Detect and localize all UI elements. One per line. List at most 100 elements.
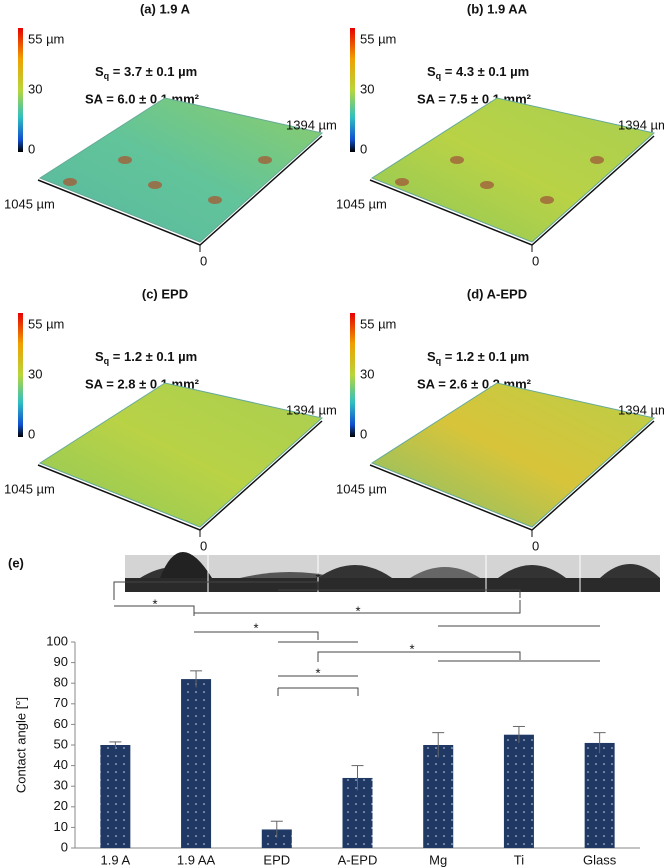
sq-label: Sq = 4.3 ± 0.1 µm <box>427 64 529 81</box>
x-tick-label: Glass <box>583 852 617 867</box>
significance-bracket <box>278 687 359 696</box>
sq-value: = 4.3 ± 0.1 µm <box>441 64 529 79</box>
surface <box>370 97 656 243</box>
sq-sub: q <box>436 71 442 81</box>
axis-label: 0 <box>200 538 207 553</box>
axis-label: 1045 µm <box>4 196 55 211</box>
y-tick-label: 40 <box>54 757 68 772</box>
surface-bump <box>590 156 604 164</box>
colorbar-tick-label: 30 <box>28 81 42 96</box>
panel-title: (a) 1.9 A <box>140 1 191 16</box>
sq-label: Sq = 1.2 ± 0.1 µm <box>427 349 529 366</box>
axis-label: 1394 µm <box>286 117 337 132</box>
surface-bump <box>118 156 132 164</box>
colorbar <box>350 28 355 152</box>
significance-bracket <box>317 651 521 662</box>
sq-symbol: S <box>95 349 104 364</box>
axis-label: 1394 µm <box>286 402 337 417</box>
colorbar-tick-label: 55 µm <box>28 31 64 46</box>
colorbar <box>18 28 23 152</box>
surface <box>38 97 324 243</box>
axis-label: 0 <box>532 538 539 553</box>
surface-bump <box>480 181 494 189</box>
surface-bump <box>258 156 272 164</box>
sq-label: Sq = 1.2 ± 0.1 µm <box>95 349 197 366</box>
significance-label: * <box>315 570 320 585</box>
significance-bracket <box>194 631 319 640</box>
sq-sub: q <box>104 71 110 81</box>
sq-value: = 1.2 ± 0.1 µm <box>109 349 197 364</box>
sq-label: Sq = 3.7 ± 0.1 µm <box>95 64 197 81</box>
sq-sub: q <box>436 356 442 366</box>
axis-label: 0 <box>200 253 207 268</box>
surface-bump <box>540 196 554 204</box>
significance-label: * <box>253 620 258 635</box>
y-tick-label: 60 <box>54 716 68 731</box>
colorbar-tick-label: 55 µm <box>360 31 396 46</box>
axis-label: 1045 µm <box>336 481 387 496</box>
panel-label: (e) <box>8 555 24 570</box>
y-axis-label: Contact angle [°] <box>13 697 28 793</box>
colorbar-tick-label: 30 <box>360 366 374 381</box>
axis-label: 1394 µm <box>618 402 664 417</box>
x-tick-label: 1.9 AA <box>177 852 216 867</box>
sq-sub: q <box>104 356 110 366</box>
significance-label: * <box>315 665 320 680</box>
bar <box>261 829 292 848</box>
y-tick-label: 80 <box>54 675 68 690</box>
surface <box>370 382 656 528</box>
sq-symbol: S <box>427 349 436 364</box>
surface-bump <box>208 196 222 204</box>
surface-bump <box>450 156 464 164</box>
y-tick-label: 100 <box>46 633 68 648</box>
y-tick-label: 0 <box>61 839 68 854</box>
colorbar-tick-label: 0 <box>28 426 35 441</box>
panel-title: (d) A-EPD <box>467 286 527 301</box>
sq-value: = 3.7 ± 0.1 µm <box>109 64 197 79</box>
significance-bracket <box>194 600 521 614</box>
surface-bump <box>148 181 162 189</box>
axis-label: 0 <box>532 253 539 268</box>
x-tick-label: EPD <box>263 852 290 867</box>
y-tick-label: 20 <box>54 798 68 813</box>
x-tick-label: Mg <box>429 852 447 867</box>
significance-bracket <box>278 589 521 598</box>
colorbar <box>18 313 23 437</box>
surface-bump <box>63 178 77 186</box>
x-tick-label: 1.9 A <box>101 852 131 867</box>
bar <box>584 742 615 848</box>
colorbar-tick-label: 55 µm <box>360 316 396 331</box>
colorbar-tick-label: 30 <box>360 81 374 96</box>
x-tick-label: A-EPD <box>338 852 378 867</box>
axis-label: 1394 µm <box>618 117 664 132</box>
significance-label: * <box>355 603 360 618</box>
x-tick-label: Ti <box>514 852 524 867</box>
sq-value: = 1.2 ± 0.1 µm <box>441 349 529 364</box>
colorbar-tick-label: 0 <box>360 426 367 441</box>
colorbar <box>350 313 355 437</box>
colorbar-tick-label: 30 <box>28 366 42 381</box>
y-tick-label: 10 <box>54 819 68 834</box>
y-tick-label: 30 <box>54 778 68 793</box>
axis-label: 1045 µm <box>4 481 55 496</box>
surface-bump <box>395 178 409 186</box>
bar <box>503 734 534 848</box>
surface <box>38 382 324 528</box>
significance-bracket <box>113 581 319 600</box>
colorbar-tick-label: 55 µm <box>28 316 64 331</box>
colorbar-tick-label: 0 <box>360 141 367 156</box>
bar <box>100 745 131 848</box>
y-tick-label: 70 <box>54 695 68 710</box>
bar <box>181 679 212 848</box>
significance-label: * <box>409 641 414 656</box>
sq-symbol: S <box>427 64 436 79</box>
sq-symbol: S <box>95 64 104 79</box>
axis-label: 1045 µm <box>336 196 387 211</box>
panel-title: (b) 1.9 AA <box>467 1 528 16</box>
y-tick-label: 90 <box>54 654 68 669</box>
significance-label: * <box>152 596 157 611</box>
bar <box>423 745 454 848</box>
